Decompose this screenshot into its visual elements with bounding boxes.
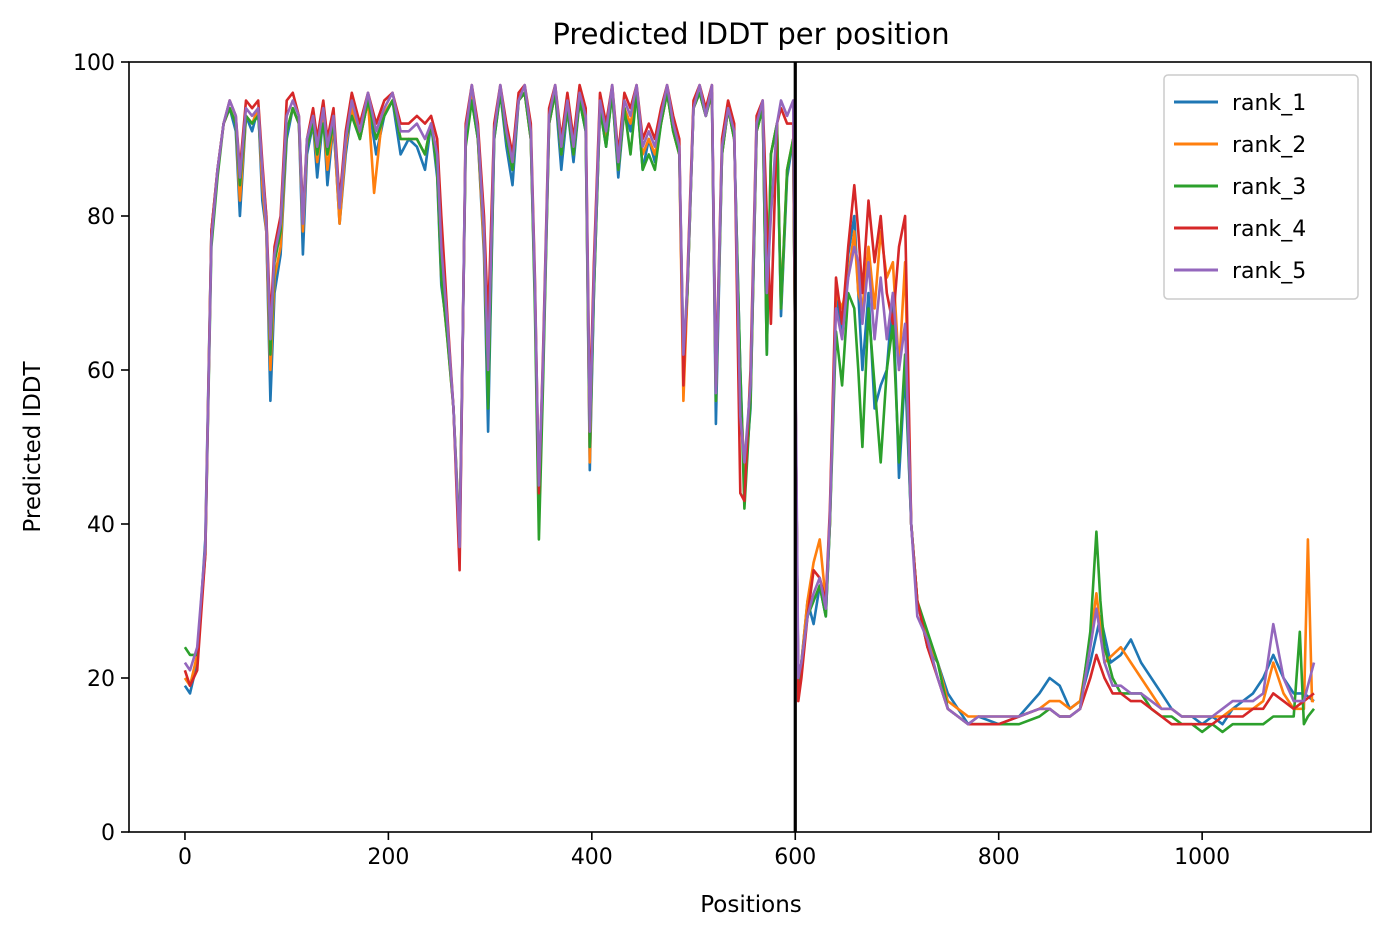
y-axis-ticks: 0 20 40 60 80 100 <box>73 51 129 846</box>
x-tick-label: 600 <box>774 845 816 870</box>
y-tick-label: 100 <box>73 51 115 76</box>
x-tick-label: 800 <box>978 845 1020 870</box>
legend-label-rank_3: rank_3 <box>1232 175 1306 200</box>
y-tick-label: 60 <box>87 359 115 384</box>
legend-label-rank_1: rank_1 <box>1232 91 1306 116</box>
series-layer <box>183 83 1316 734</box>
x-tick-label: 200 <box>367 845 409 870</box>
plot-frame <box>128 61 1372 833</box>
legend-label-rank_2: rank_2 <box>1232 133 1306 158</box>
y-tick-label: 0 <box>101 821 115 846</box>
y-tick-label: 80 <box>87 205 115 230</box>
legend: rank_1 rank_2 rank_3 rank_4 rank_5 <box>1163 74 1359 300</box>
y-tick-label: 40 <box>87 513 115 538</box>
y-axis-label: Predicted lDDT <box>20 360 46 532</box>
x-tick-label: 1000 <box>1174 845 1230 870</box>
x-axis-label: Positions <box>700 892 802 918</box>
legend-label-rank_5: rank_5 <box>1232 259 1306 284</box>
chart-title: Predicted lDDT per position <box>552 17 949 51</box>
legend-box <box>1163 74 1359 300</box>
x-tick-label: 400 <box>571 845 613 870</box>
series-line-rank_5 <box>183 83 1316 726</box>
x-axis-ticks: 0 200 400 600 800 1000 <box>178 832 1230 870</box>
y-tick-label: 20 <box>87 667 115 692</box>
legend-label-rank_4: rank_4 <box>1232 217 1306 242</box>
x-tick-label: 0 <box>178 845 192 870</box>
